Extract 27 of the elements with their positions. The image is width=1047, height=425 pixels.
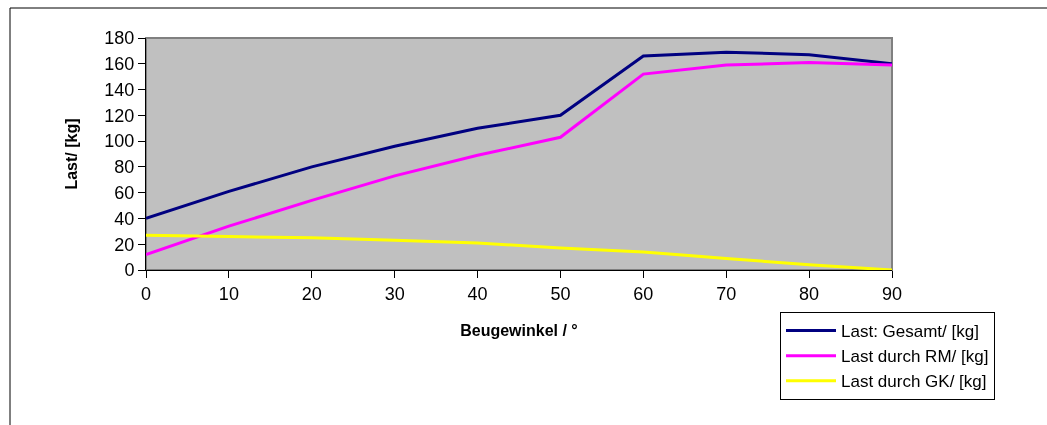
x-tick-label: 0 [140,283,152,304]
x-tick-label: 90 [881,283,903,304]
y-axis-title: Last/ [kg] [63,118,81,190]
x-tick-label: 60 [633,283,654,304]
x-tick-label: 70 [716,283,737,304]
y-tick-label: 80 [114,157,135,178]
y-tick-label: 120 [104,105,135,126]
x-tick-label: 80 [799,283,820,304]
y-tick-label: 20 [114,234,135,255]
x-tick-label: 30 [384,283,405,304]
legend-label: Last durch GK/ [kg] [841,372,987,392]
y-tick-label: 180 [104,28,135,49]
legend-label: Last: Gesamt/ [kg] [841,322,979,342]
x-axis-title: Beugewinkel / ° [460,322,578,340]
legend-label: Last durch RM/ [kg] [841,347,989,367]
x-tick-label: 50 [550,283,571,304]
line-series [146,60,892,257]
x-tick-label: 10 [218,283,239,304]
line-series [146,50,892,220]
y-tick-label: 100 [104,131,135,152]
y-tick-label: 160 [104,54,135,75]
y-tick-label: 60 [114,182,135,203]
x-tick-label: 40 [467,283,488,304]
y-tick-label: 140 [104,79,135,100]
y-tick-label: 40 [114,208,135,229]
y-tick-label: 0 [124,260,135,281]
x-tick-label: 20 [301,283,322,304]
